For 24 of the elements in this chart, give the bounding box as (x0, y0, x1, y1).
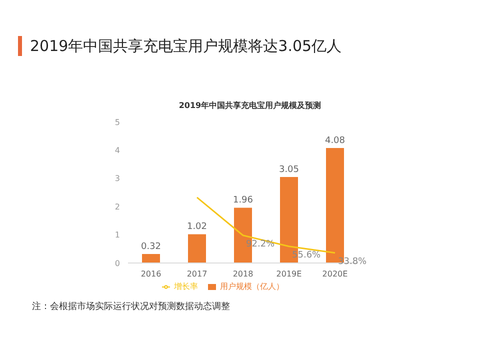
data-label: 33.8% (338, 256, 368, 267)
y-tick-label: 0 (114, 258, 120, 268)
legend-label: 用户规模（亿人） (220, 282, 284, 291)
legend-label: 增长率 (174, 282, 198, 291)
y-tick-label: 5 (114, 118, 120, 127)
y-tick-label: 4 (114, 146, 120, 156)
data-label: 3.05 (278, 164, 300, 175)
chart-subtitle: 2019年中国共享充电宝用户规模及预测 (178, 100, 322, 111)
data-label: 1.02 (186, 222, 208, 232)
data-label: 0.32 (140, 242, 162, 252)
x-tick-label: 2020E (322, 270, 348, 279)
x-tick-label: 2017 (186, 270, 208, 279)
y-tick-label: 3 (114, 174, 120, 184)
y-tick-label: 1 (114, 230, 120, 240)
x-tick-label: 2016 (140, 270, 162, 279)
data-label: 4.08 (324, 136, 346, 146)
bar (142, 254, 160, 263)
x-tick-label: 2018 (232, 270, 254, 279)
y-tick-label: 2 (114, 202, 120, 212)
chart-title: 2019年中国共享充电宝用户规模将达3.05亿人 (30, 36, 342, 56)
data-label: 1.96 (232, 196, 254, 206)
text: 注：会根据市场实际运行状况对预测数据动态调整 (32, 300, 230, 313)
bar (188, 234, 206, 263)
x-tick-label: 2019E (276, 270, 302, 279)
